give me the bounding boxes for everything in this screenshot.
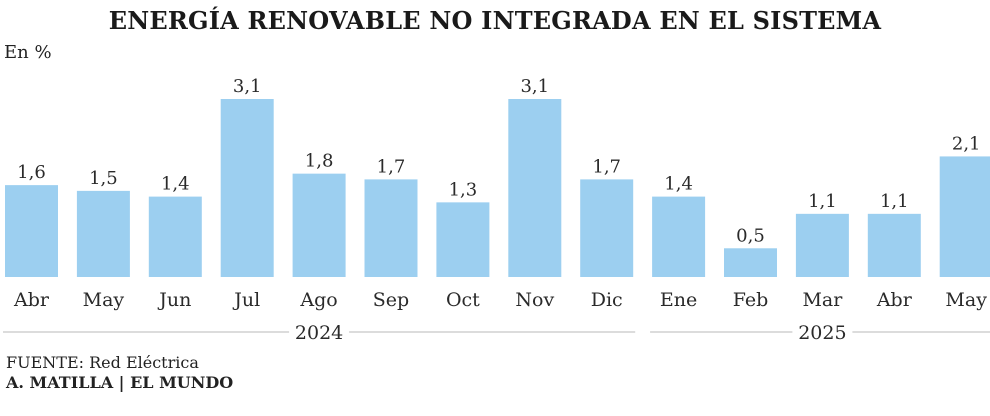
category-label-7: Nov (515, 289, 554, 311)
category-label-10: Feb (733, 289, 769, 311)
bar-5 (364, 179, 418, 277)
group-label-0: 2024 (295, 322, 343, 344)
category-label-4: Ago (299, 289, 337, 311)
value-label-11: 1,1 (808, 191, 837, 212)
value-label-10: 0,5 (736, 225, 765, 246)
value-label-13: 2,1 (952, 133, 981, 154)
footer: FUENTE: Red Eléctrica A. MATILLA | EL MU… (6, 353, 233, 393)
value-label-6: 1,3 (449, 179, 478, 200)
bar-7 (508, 99, 562, 277)
bar-0 (5, 185, 58, 277)
bar-3 (220, 99, 274, 277)
value-label-8: 1,7 (592, 156, 621, 177)
bar-11 (795, 213, 849, 277)
unit-label: En % (4, 42, 52, 63)
category-label-11: Mar (802, 289, 843, 311)
chart-title: ENERGÍA RENOVABLE NO INTEGRADA EN EL SIS… (108, 6, 882, 35)
bar-10 (724, 248, 777, 277)
category-label-5: Sep (373, 289, 409, 311)
bar-8 (580, 179, 634, 277)
bar-4 (292, 173, 346, 277)
bar-1 (76, 190, 130, 277)
category-label-1: May (83, 289, 125, 311)
author-credit: A. MATILLA | EL MUNDO (6, 373, 234, 392)
bar-6 (436, 202, 490, 277)
bar-13 (939, 156, 990, 277)
category-label-12: Abr (876, 289, 913, 311)
category-label-8: Dic (591, 289, 623, 311)
value-label-12: 1,1 (880, 191, 909, 212)
category-label-3: Jul (232, 289, 260, 311)
value-label-2: 1,4 (161, 174, 190, 195)
group-label-1: 2025 (798, 322, 846, 344)
value-label-9: 1,4 (664, 174, 693, 195)
value-label-0: 1,6 (17, 162, 46, 183)
value-label-4: 1,8 (305, 151, 334, 172)
category-label-2: Jun (157, 289, 191, 311)
bar-chart: 1,6 Abr 1,5 May 1,4 Jun 3,1 Jul 1,8 Ago 1,7 Sep 1,3 O… (3, 76, 990, 344)
source-note: FUENTE: Red Eléctrica (6, 353, 199, 372)
category-label-9: Ene (660, 289, 697, 311)
bar-2 (148, 196, 202, 277)
category-label-6: Oct (446, 289, 480, 311)
bar-9 (652, 196, 706, 277)
value-label-1: 1,5 (89, 168, 118, 189)
category-label-13: May (945, 289, 987, 311)
category-label-0: Abr (13, 289, 50, 311)
value-label-5: 1,7 (377, 156, 406, 177)
bar-12 (867, 213, 921, 277)
value-label-7: 3,1 (520, 76, 549, 97)
value-label-3: 3,1 (233, 76, 262, 97)
